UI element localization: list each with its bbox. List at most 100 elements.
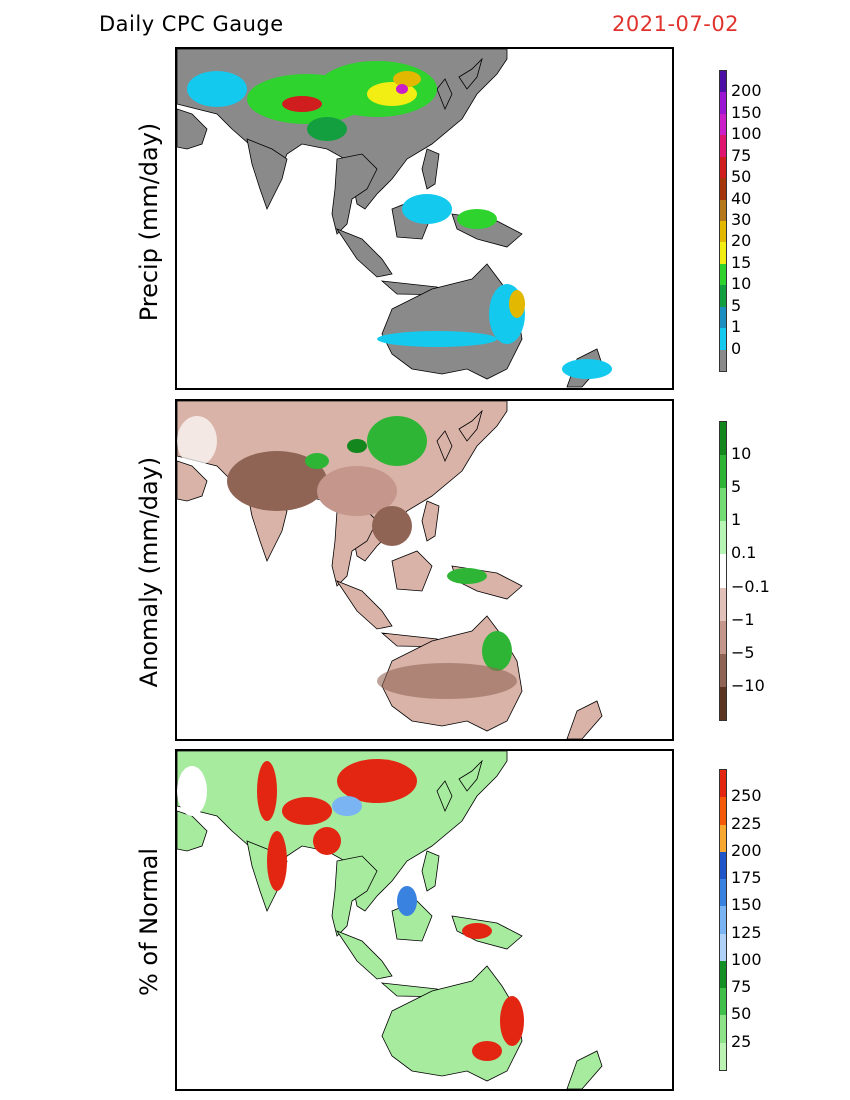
colorbar-segment [720, 879, 726, 907]
colorbar-segment [720, 1015, 726, 1044]
percent-normal-map-svg [177, 751, 603, 1089]
colorbar-tick-label: 10 [731, 444, 752, 464]
percent-normal-map [175, 749, 674, 1091]
colorbar-segment [720, 285, 726, 308]
landmass-shape [458, 57, 483, 90]
percent-normal-ylabel: % of Normal [135, 847, 163, 997]
colorbar-segment [720, 178, 726, 201]
colorbar-tick-label: 0.1 [731, 543, 757, 563]
colorbar-tick-label: 125 [731, 922, 762, 942]
colorbar-segment [720, 770, 726, 798]
colorbar-tick-label: 75 [731, 977, 752, 997]
anomaly-colorbar [719, 421, 727, 721]
colorbar-tick-label: 200 [731, 81, 762, 101]
colorbar-tick-label: 50 [731, 1004, 752, 1024]
colorbar-segment [720, 455, 726, 489]
anomaly-blobs [177, 416, 517, 699]
colorbar-segment [720, 554, 726, 589]
colorbar-segment [720, 1042, 726, 1071]
colorbar-segment [720, 263, 726, 286]
colorbar-tick-label: 20 [731, 231, 752, 251]
colorbar-segment [720, 988, 726, 1016]
colorbar-tick-label: 30 [731, 210, 752, 229]
landmass-shape [246, 138, 288, 211]
colorbar-tick-label: 5 [731, 295, 742, 315]
colorbar-tick-label: −10 [731, 675, 765, 695]
colorbar-segment [720, 199, 726, 222]
precip-rain-blobs [187, 61, 612, 379]
colorbar-segment [720, 328, 726, 351]
colorbar-segment [720, 242, 726, 265]
landmass-shape [458, 759, 483, 792]
landmass-shape [331, 153, 378, 235]
colorbar-tick-label: −1 [731, 609, 755, 629]
colorbar-segment [720, 933, 726, 962]
landmass-shape [335, 580, 393, 630]
colorbar-tick-label: 225 [731, 813, 762, 833]
colorbar-segment [720, 620, 726, 655]
colorbar-tick-label: 100 [731, 949, 762, 969]
landmass-shape [177, 460, 208, 502]
chart-title: Daily CPC Gauge [99, 12, 284, 36]
colorbar-segment [720, 488, 726, 522]
colorbar-tick-label: 1 [731, 317, 742, 337]
colorbar-tick-label: 150 [731, 895, 762, 915]
colorbar-segment [720, 906, 726, 935]
colorbar-tick-label: −5 [731, 642, 755, 662]
percent-normal-blobs [177, 759, 524, 1061]
colorbar-segment [720, 221, 726, 243]
landmass-shape [436, 780, 453, 813]
colorbar-segment [720, 92, 726, 115]
colorbar-tick-label: 5 [731, 477, 742, 497]
landmass-shape [566, 1050, 603, 1089]
colorbar-segment [720, 422, 726, 456]
colorbar-segment [720, 686, 726, 721]
landmass-shape [421, 850, 440, 892]
colorbar-segment [720, 851, 726, 880]
colorbar-tick-label: 100 [731, 124, 762, 144]
colorbar-segment [720, 797, 726, 826]
colorbar-segment [720, 824, 726, 853]
colorbar-segment [720, 306, 726, 329]
precip-map-svg [177, 49, 612, 388]
anomaly-ylabel: Anomaly (mm/day) [135, 456, 163, 688]
colorbar-tick-label: 0 [731, 338, 742, 358]
landmass-shape [335, 930, 393, 980]
colorbar-tick-label: 250 [731, 786, 762, 806]
anomaly-map [175, 399, 674, 741]
landmass-shape [177, 108, 208, 150]
colorbar-tick-label: 25 [731, 1031, 752, 1051]
landmass-shape [391, 550, 433, 592]
landmass-shape [421, 148, 440, 190]
colorbar-tick-label: 15 [731, 252, 752, 272]
landmass-shape [436, 78, 453, 111]
colorbar-segment [720, 653, 726, 688]
landmass-shape [566, 700, 603, 739]
colorbar-tick-label: 150 [731, 102, 762, 122]
anomaly-map-svg [177, 401, 603, 739]
landmass-shape [381, 263, 523, 380]
colorbar-segment [720, 135, 726, 158]
colorbar-tick-label: 50 [731, 167, 752, 187]
landmass-shape [436, 430, 453, 463]
colorbar-segment [720, 587, 726, 622]
precip-map [175, 47, 674, 390]
colorbar-tick-label: 1 [731, 510, 742, 530]
colorbar-tick-label: 40 [731, 188, 752, 208]
precip-colorbar [719, 70, 727, 372]
colorbar-segment [720, 349, 726, 372]
colorbar-tick-label: 10 [731, 274, 752, 294]
landmass-shape [335, 228, 393, 278]
percent-normal-colorbar [719, 769, 727, 1071]
landmass-shape [331, 855, 378, 937]
colorbar-segment [720, 71, 726, 93]
colorbar-segment [720, 521, 726, 555]
landmass-shape [177, 810, 208, 852]
colorbar-tick-label: 175 [731, 868, 762, 888]
colorbar-segment [720, 960, 726, 989]
colorbar-segment [720, 156, 726, 179]
colorbar-segment [720, 113, 726, 136]
colorbar-tick-label: 75 [731, 145, 752, 165]
colorbar-tick-label: 200 [731, 840, 762, 860]
colorbar-tick-label: −0.1 [731, 576, 770, 596]
